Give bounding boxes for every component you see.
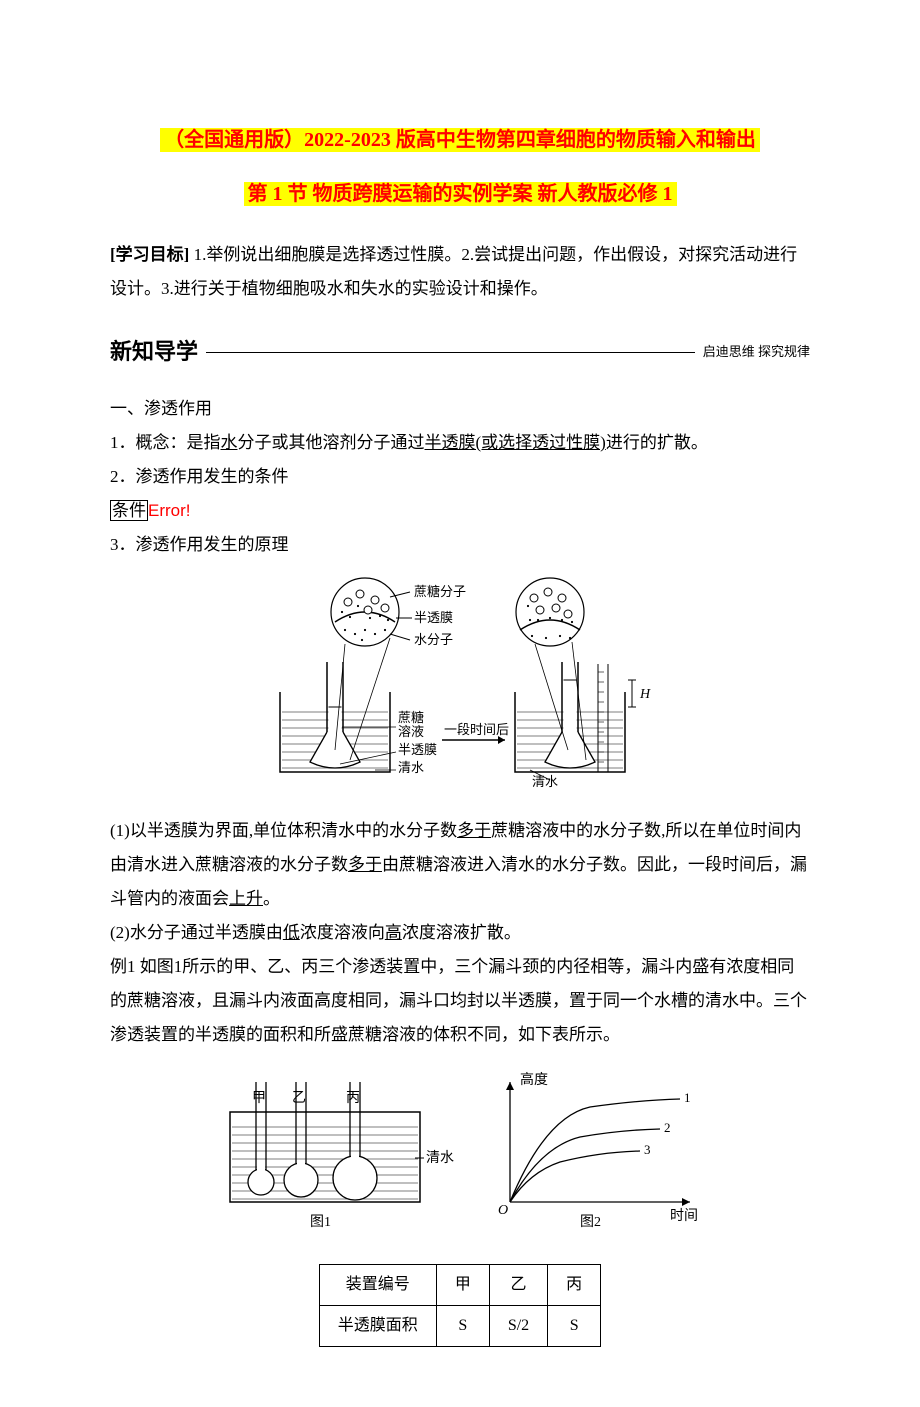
label-water-right: 清水 [532, 774, 558, 789]
label-bing: 丙 [346, 1091, 360, 1106]
example-diagram: 甲 乙 丙 清水 图1 [110, 1062, 810, 1254]
label-yi: 乙 [292, 1090, 306, 1106]
th-0: 装置编号 [319, 1265, 436, 1306]
curve-2: 2 [664, 1120, 671, 1135]
table-header-row: 装置编号 甲 乙 丙 [319, 1265, 600, 1306]
osmosis-condition-heading: 2．渗透作用发生的条件 [110, 460, 810, 494]
example-text: 例1 如图1所示的甲、乙、丙三个渗透装置中，三个漏斗颈的内径相等，漏斗内盛有浓度… [110, 950, 810, 1052]
osmosis-condition-line: 条件Error! [110, 494, 810, 528]
td-0: 半透膜面积 [319, 1306, 436, 1347]
osmosis-heading: 一、渗透作用 [110, 392, 810, 426]
section-header: 新知导学 启迪思维 探究规律 [110, 330, 810, 374]
condition-box: 条件 [110, 500, 148, 521]
def-mid: 分子或其他溶剂分子通过 [238, 433, 425, 452]
table-row: 半透膜面积 S S/2 S [319, 1306, 600, 1347]
td-1: S [436, 1306, 489, 1347]
def-post: 进行的扩散。 [606, 433, 708, 452]
label-jia: 甲 [252, 1091, 266, 1106]
osmosis-definition: 1．概念：是指水分子或其他溶剂分子通过半透膜(或选择透过性膜)进行的扩散。 [110, 426, 810, 460]
th-3: 丙 [548, 1265, 601, 1306]
axis-origin: O [498, 1203, 508, 1218]
error-text: Error! [148, 501, 191, 520]
osmosis-diagram: 蔗糖分子 半透膜 水分子 [110, 572, 810, 804]
section-header-right: 启迪思维 探究规律 [703, 339, 810, 365]
explain-2: (2)水分子通过半透膜由低浓度溶液向高浓度溶液扩散。 [110, 916, 810, 950]
title-line-2: 第 1 节 物质跨膜运输的实例学案 新人教版必修 1 [244, 182, 677, 206]
label-water-left: 清水 [398, 760, 424, 775]
label-semi-membrane-left: 半透膜 [398, 742, 437, 757]
goals-text: 1.举例说出细胞膜是选择透过性膜。2.尝试提出问题，作出假设，对探究活动进行设计… [110, 245, 797, 298]
label-H: H [639, 687, 651, 702]
axis-height: 高度 [520, 1071, 548, 1088]
section-header-title: 新知导学 [110, 330, 198, 374]
td-3: S [548, 1306, 601, 1347]
label-fig1: 图1 [310, 1215, 331, 1230]
label-sucrose-solution: 蔗糖溶液 [398, 710, 424, 739]
curve-3: 3 [644, 1142, 651, 1157]
axis-time: 时间 [670, 1208, 698, 1224]
def-u1: 水 [221, 433, 238, 452]
page: （全国通用版）2022-2023 版高中生物第四章细胞的物质输入和输出 第 1 … [0, 0, 920, 1407]
three-funnel-tank: 甲 乙 丙 清水 [230, 1082, 454, 1202]
learning-goals: [学习目标] 1.举例说出细胞膜是选择透过性膜。2.尝试提出问题，作出假设，对探… [110, 238, 810, 306]
label-sucrose-molecule: 蔗糖分子 [414, 584, 466, 599]
osmosis-principle-heading: 3．渗透作用发生的原理 [110, 528, 810, 562]
section-header-line [206, 352, 695, 353]
explain-1: (1)以半透膜为界面,单位体积清水中的水分子数多于蔗糖溶液中的水分子数,所以在单… [110, 814, 810, 916]
def-u2: 半透膜(或选择透过性膜) [425, 433, 606, 452]
title-block: （全国通用版）2022-2023 版高中生物第四章细胞的物质输入和输出 第 1 … [110, 120, 810, 214]
height-time-graph: 高度 时间 O 1 2 3 [498, 1071, 698, 1224]
label-water-tank: 清水 [426, 1150, 454, 1166]
label-water-molecule: 水分子 [414, 632, 453, 647]
data-table: 装置编号 甲 乙 丙 半透膜面积 S S/2 S [319, 1264, 601, 1347]
label-after-time: 一段时间后 [444, 722, 509, 737]
def-pre: 1．概念：是指 [110, 433, 221, 452]
label-semi-membrane-zoom: 半透膜 [414, 610, 453, 625]
label-fig2: 图2 [580, 1215, 601, 1230]
th-2: 乙 [489, 1265, 547, 1306]
td-2: S/2 [489, 1306, 547, 1347]
left-beaker [280, 638, 390, 772]
goals-label: [学习目标] [110, 245, 189, 264]
th-1: 甲 [436, 1265, 489, 1306]
title-line-1: （全国通用版）2022-2023 版高中生物第四章细胞的物质输入和输出 [160, 128, 760, 152]
curve-1: 1 [684, 1090, 691, 1105]
